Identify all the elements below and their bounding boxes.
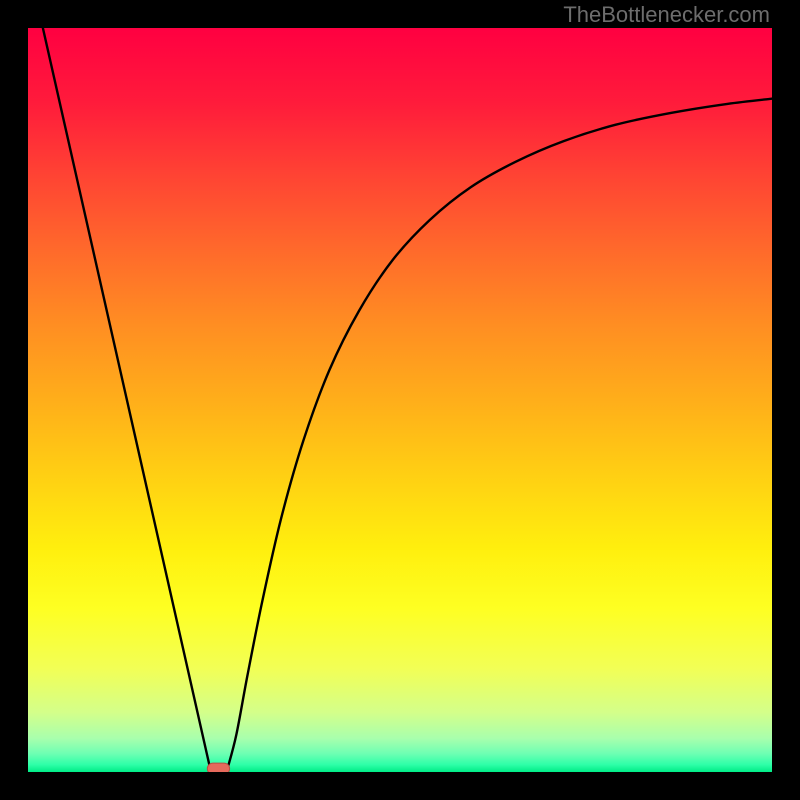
chart-frame: [28, 28, 772, 772]
watermark-text: TheBottlenecker.com: [563, 2, 770, 28]
optimal-point-marker: [207, 763, 229, 772]
chart-svg: [28, 28, 772, 772]
gradient-background: [28, 28, 772, 772]
